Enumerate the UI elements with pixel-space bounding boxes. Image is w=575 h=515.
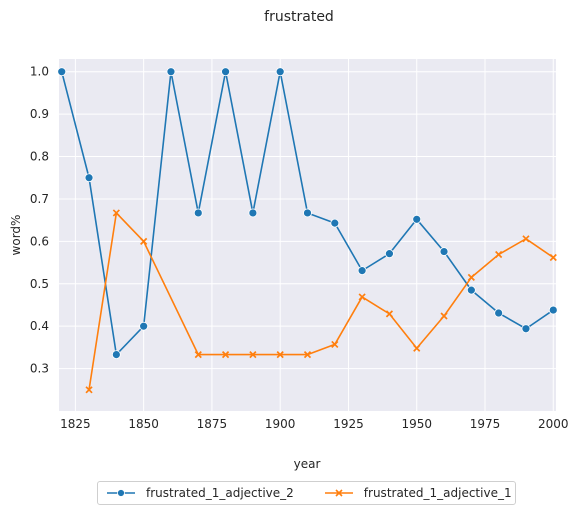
y-tick-label: 0.9 [30,107,49,121]
y-tick-label: 0.3 [30,362,49,376]
tick-labels: 1825 1850 1875 1900 1925 1950 1975 2000 0.3 0.4 0.… [30,65,569,431]
data-point-series-2 [221,350,230,359]
legend-entry-series-1: frustrated_1_adjective_2 [98,486,294,500]
data-point-series-1 [439,247,449,256]
data-point-series-2 [358,293,366,301]
data-point-series-2 [331,340,339,349]
data-point-series-1 [385,249,394,259]
y-axis-label: word% [9,215,23,256]
data-point-series-1 [548,305,558,315]
y-tick-label: 0.4 [30,319,49,333]
y-tick-label: 0.8 [30,150,49,164]
data-point-series-1 [139,321,149,331]
data-point-series-1 [494,308,504,318]
data-point-series-2 [85,386,93,394]
data-point-series-2 [440,312,448,320]
data-point-series-2 [194,350,202,359]
data-point-series-1 [521,324,531,334]
legend-label-series-2: frustrated_1_adjective_1 [363,486,512,500]
data-point-series-2 [249,350,257,359]
series-markers [57,67,558,394]
data-point-series-2 [522,235,530,243]
x-tick-label: 1975 [470,417,501,431]
data-point-series-1 [275,67,285,77]
y-tick-label: 0.6 [30,234,49,248]
data-point-series-1 [166,67,176,77]
data-point-series-2 [303,350,312,359]
data-point-series-2 [413,344,421,352]
legend-label-series-1: frustrated_1_adjective_2 [146,486,294,500]
data-point-series-2 [140,237,148,245]
data-point-series-1 [466,285,476,295]
y-tick-label: 0.7 [30,192,49,206]
x-tick-label: 1850 [128,417,159,431]
data-point-series-2 [385,310,394,318]
data-point-series-2 [549,253,557,262]
x-tick-label: 1925 [333,417,364,431]
x-axis-label: year [294,457,321,471]
data-point-series-1 [412,214,422,224]
x-tick-label: 1825 [60,417,91,431]
data-point-series-1 [357,266,367,276]
legend-x-marker-icon [324,489,353,497]
data-point-series-1 [248,208,258,218]
legend: frustrated_1_adjective_2 frustrated_1_ad… [97,481,516,505]
data-point-series-1 [221,67,230,77]
x-tick-label: 1900 [265,417,296,431]
data-point-series-1 [111,350,121,359]
data-point-series-2 [467,273,475,282]
plot-area [59,59,556,411]
line-chart: frustrated 1825 1850 1875 1900 1925 1950 1975 2… [9,9,569,471]
legend-entry-series-2: frustrated_1_adjective_1 [316,486,512,500]
data-point-series-2 [276,350,284,359]
y-tick-label: 1.0 [30,65,49,79]
data-point-series-1 [303,208,312,218]
y-tick-label: 0.5 [30,277,49,291]
grid-lines [59,59,556,411]
x-tick-label: 1950 [401,417,432,431]
data-point-series-2 [112,209,120,217]
legend-circle-marker-icon [107,489,135,497]
chart-title: frustrated [264,9,334,25]
x-tick-label: 1875 [197,417,228,431]
data-point-series-2 [495,250,503,259]
data-point-series-1 [84,173,94,183]
data-point-series-1 [193,208,203,218]
data-point-series-1 [330,218,340,228]
data-point-series-1 [57,67,67,77]
x-tick-label: 2000 [538,417,569,431]
